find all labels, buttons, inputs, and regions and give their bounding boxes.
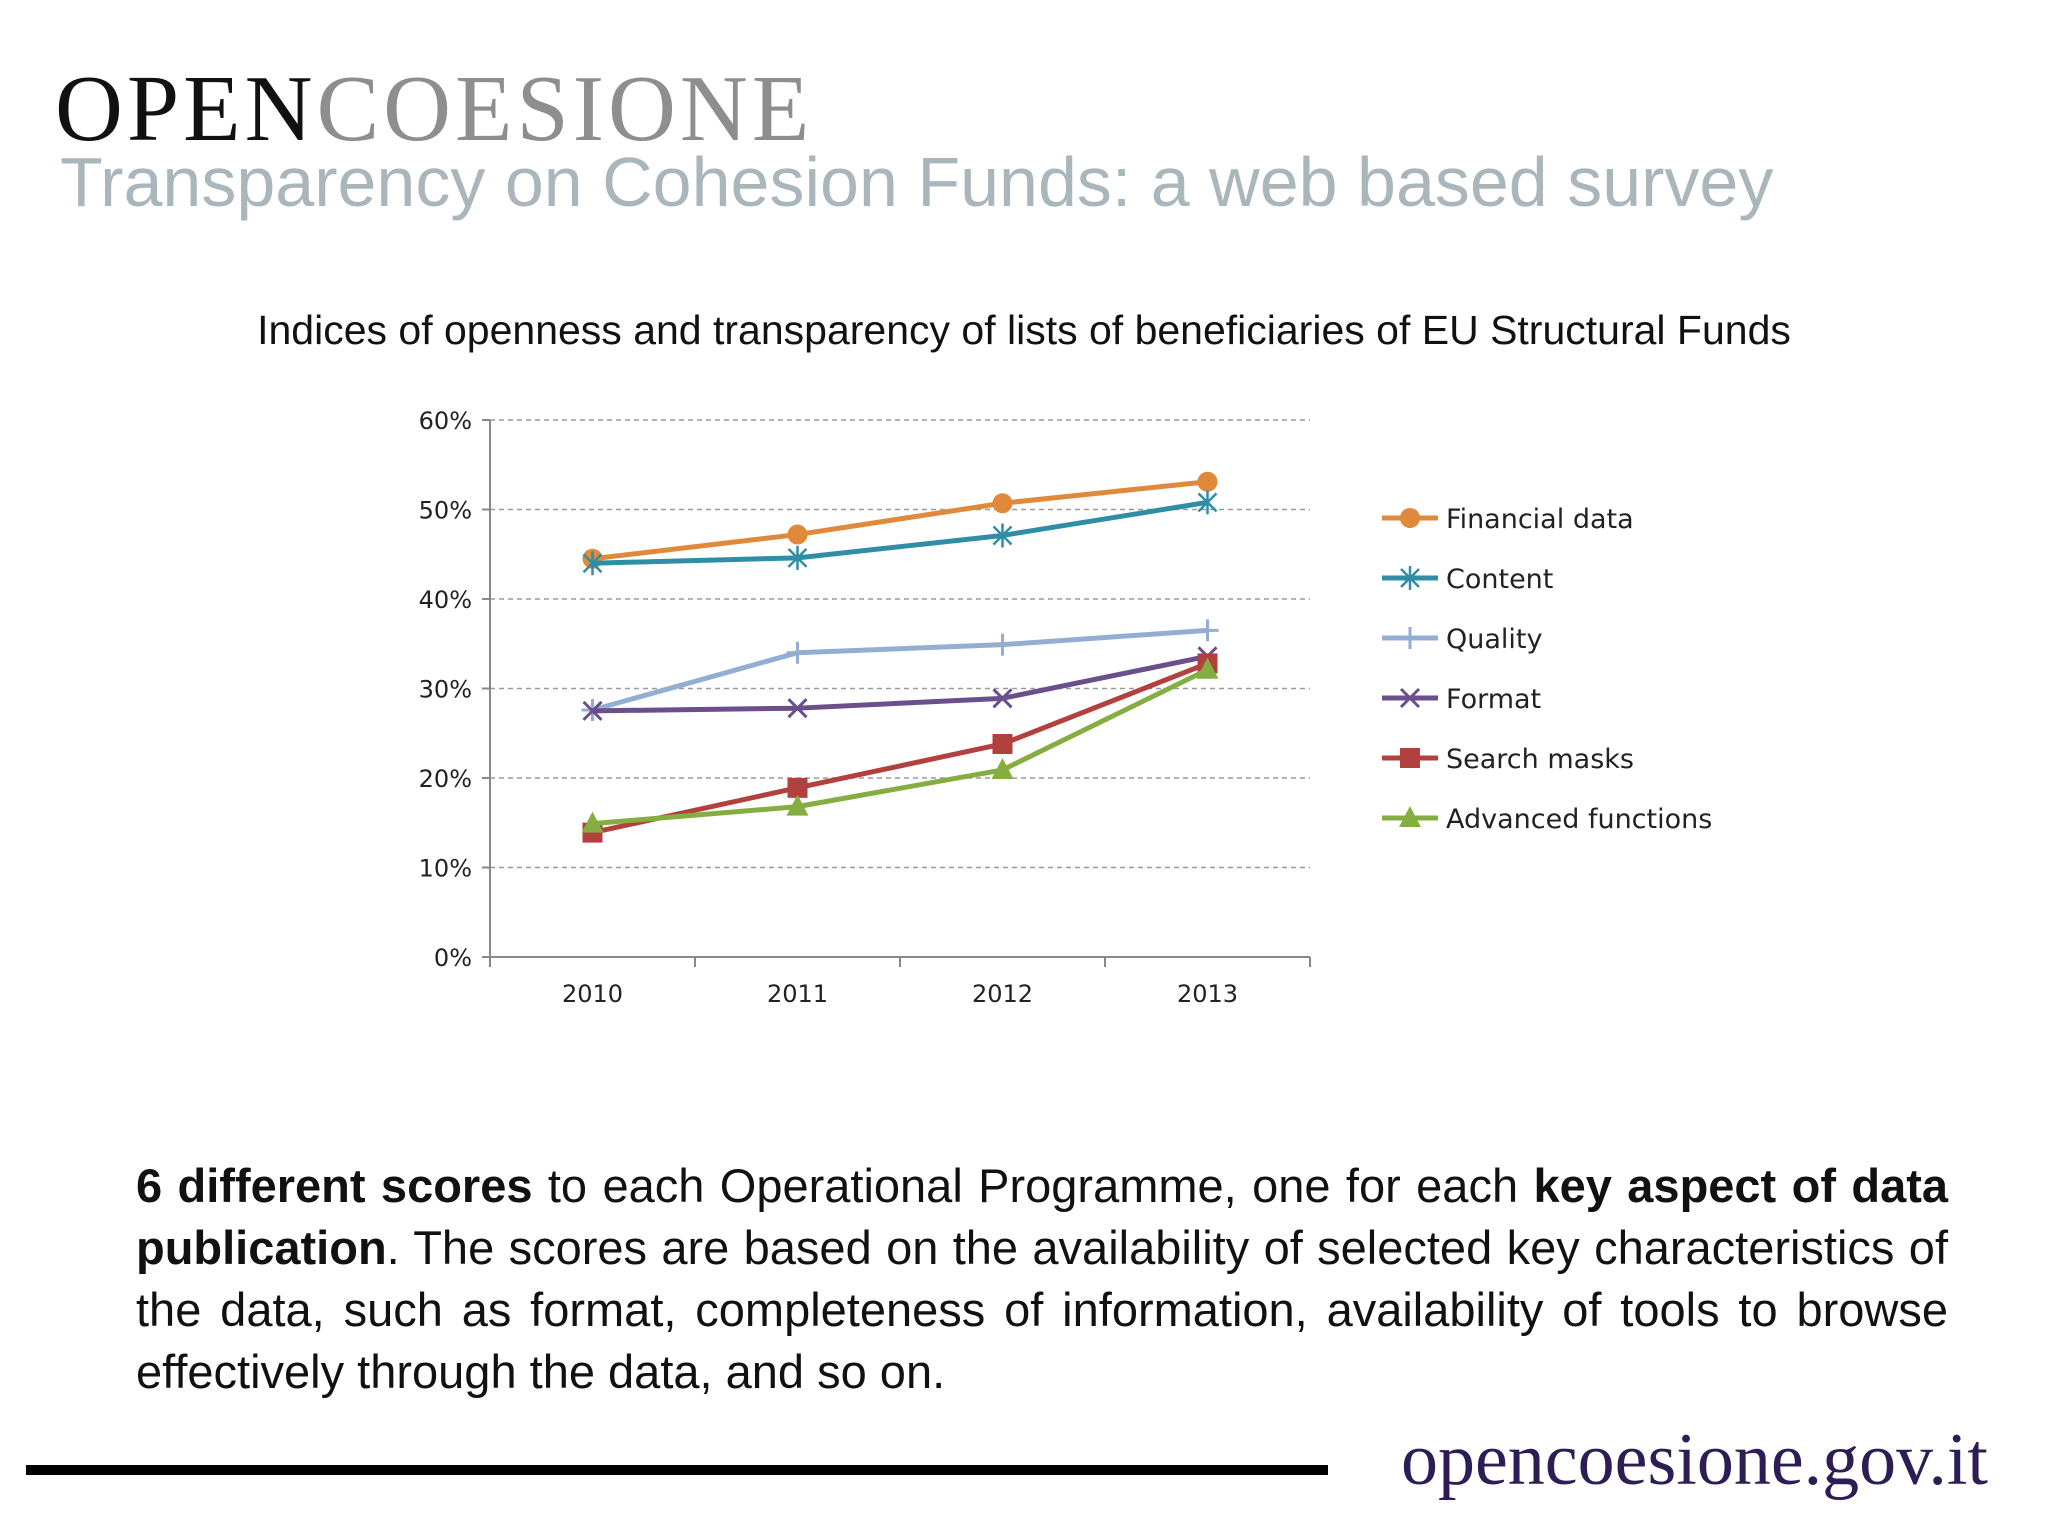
marker-asterisk <box>992 523 1013 548</box>
data-point <box>992 523 1013 548</box>
data-point <box>582 551 603 576</box>
website-link[interactable]: opencoesione.gov.it <box>1400 1419 1988 1501</box>
y-tick-label: 60% <box>419 407 472 435</box>
series-advanced-functions <box>581 657 1219 833</box>
marker-square <box>1400 748 1420 768</box>
logo-part-coesione: COESIONE <box>316 57 814 161</box>
legend-label: Format <box>1446 684 1541 715</box>
data-point <box>787 698 808 719</box>
legend-item: Financial data <box>1382 504 1634 535</box>
marker-circle <box>1197 471 1218 492</box>
data-point <box>1197 471 1218 492</box>
series-line <box>592 479 1208 562</box>
data-point <box>1196 657 1219 679</box>
legend-item: Content <box>1382 564 1553 595</box>
y-tick-label: 10% <box>419 855 472 883</box>
marker-circle <box>992 493 1013 514</box>
data-point <box>787 545 808 570</box>
marker-asterisk <box>787 545 808 570</box>
legend-item: Search masks <box>1382 744 1634 775</box>
legend-marker <box>1399 627 1421 649</box>
y-tick-label: 0% <box>434 944 472 972</box>
data-point <box>787 777 808 798</box>
data-point <box>786 641 809 664</box>
y-tick-label: 50% <box>419 497 472 525</box>
series-financial-data <box>582 471 1218 569</box>
x-tick-label: 2010 <box>562 980 623 1008</box>
paragraph-text-1: to each Operational Programme, one for e… <box>532 1159 1534 1212</box>
series-line <box>592 667 1209 827</box>
series-line <box>592 653 1209 714</box>
legend-marker <box>1399 806 1421 827</box>
marker-asterisk <box>1400 566 1420 590</box>
marker-triangle <box>581 811 604 833</box>
marker-square <box>992 733 1013 754</box>
marker-cross <box>787 698 808 719</box>
data-point <box>991 633 1014 656</box>
marker-circle <box>787 524 808 545</box>
marker-triangle <box>991 757 1014 779</box>
legend-marker <box>1400 508 1420 528</box>
marker-triangle <box>786 794 809 816</box>
legend-item: Advanced functions <box>1382 804 1712 835</box>
marker-circle <box>1400 508 1420 528</box>
marker-cross <box>582 700 603 721</box>
legend-marker <box>1400 566 1420 590</box>
series-line <box>591 661 1209 836</box>
data-point <box>1196 619 1219 642</box>
paragraph-text-2: . The scores are based on the availabili… <box>136 1221 1948 1398</box>
data-point <box>582 700 603 721</box>
marker-asterisk <box>582 551 603 576</box>
marker-cross <box>1399 687 1421 709</box>
x-tick-label: 2012 <box>972 980 1033 1008</box>
legend-label: Advanced functions <box>1446 804 1712 835</box>
data-point <box>992 733 1013 754</box>
legend-item: Quality <box>1382 624 1542 655</box>
marker-triangle <box>1196 657 1219 679</box>
x-tick-label: 2013 <box>1177 980 1238 1008</box>
series-quality <box>581 619 1219 721</box>
chart-title: Indices of openness and transparency of … <box>257 307 1791 353</box>
marker-plus <box>1196 619 1219 642</box>
legend-item: Format <box>1382 684 1541 715</box>
marker-plus <box>991 633 1014 656</box>
legend-label: Financial data <box>1446 504 1634 535</box>
marker-plus <box>1399 627 1421 649</box>
description-paragraph: 6 different scores to each Operational P… <box>136 1155 1948 1403</box>
marker-plus <box>786 641 809 664</box>
series-line <box>592 499 1208 566</box>
data-point <box>992 493 1013 514</box>
data-point <box>581 811 604 833</box>
data-point <box>992 688 1013 709</box>
series-line <box>591 627 1208 713</box>
legend-label: Quality <box>1446 624 1542 655</box>
logo-part-open: OPEN <box>55 57 317 161</box>
data-point <box>786 794 809 816</box>
highlight-six-scores: 6 different scores <box>136 1159 533 1212</box>
y-tick-label: 40% <box>419 586 472 614</box>
marker-asterisk <box>1197 490 1218 515</box>
legend-marker <box>1399 687 1421 709</box>
marker-cross <box>992 688 1013 709</box>
legend-label: Content <box>1446 564 1553 595</box>
legend-marker <box>1400 748 1420 768</box>
y-tick-label: 30% <box>419 676 472 704</box>
page-subtitle: Transparency on Cohesion Funds: a web ba… <box>60 143 1774 221</box>
marker-square <box>787 777 808 798</box>
opencoesione-logo: OPENCOESIONE <box>55 62 813 156</box>
legend-label: Search masks <box>1446 744 1634 775</box>
line-chart: 0% 10% 20% 30% 40% 50% 60% 2010 2011 2012 2013 Fina… <box>419 407 1713 1008</box>
y-tick-label: 20% <box>419 765 472 793</box>
marker-triangle <box>1399 806 1421 827</box>
data-point <box>787 524 808 545</box>
highlight-key-aspect: key aspect of data publication <box>136 1159 1948 1274</box>
data-point <box>991 757 1014 779</box>
series-content <box>582 490 1218 576</box>
data-point <box>1197 490 1218 515</box>
x-tick-label: 2011 <box>767 980 828 1008</box>
footer-divider <box>26 1465 1328 1475</box>
